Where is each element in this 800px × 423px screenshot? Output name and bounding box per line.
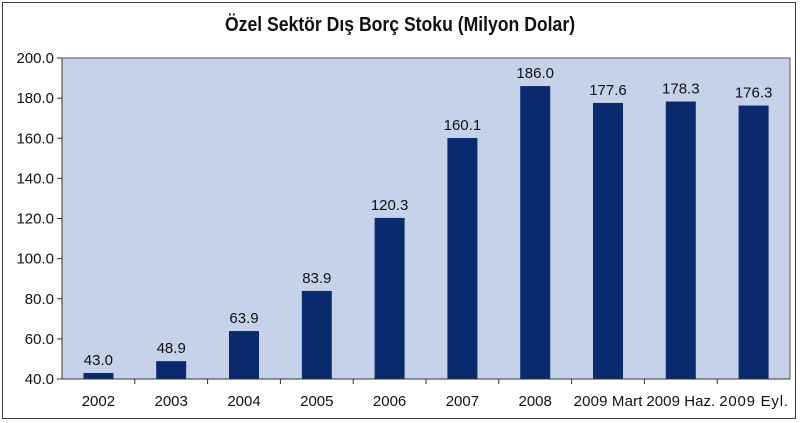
y-tick-label: 180.0 — [16, 90, 54, 107]
x-tick-label: 2009 Haz. — [646, 393, 715, 410]
x-tick-label: 2009 Eyl. — [719, 393, 788, 410]
data-label: 176.3 — [735, 85, 773, 102]
bar — [520, 86, 551, 380]
data-label: 63.9 — [229, 310, 258, 327]
bar — [229, 331, 259, 379]
chart-title: Özel Sektör Dış Borç Stoku (Milyon Dolar… — [224, 14, 576, 36]
bar — [593, 102, 623, 379]
y-tick-label: 200.0 — [16, 50, 54, 67]
x-tick-label: 2006 — [373, 393, 406, 410]
y-tick-label: 120.0 — [16, 211, 54, 228]
y-tick-label: 100.0 — [16, 251, 54, 268]
bar — [83, 372, 114, 379]
data-label: 83.9 — [302, 270, 331, 287]
y-tick-label: 40.0 — [25, 371, 54, 388]
y-tick-label: 80.0 — [25, 291, 54, 308]
data-label: 177.6 — [589, 82, 627, 99]
bar — [374, 217, 405, 379]
y-tick-label: 60.0 — [25, 331, 54, 348]
bar — [156, 361, 187, 379]
x-tick-label: 2008 — [519, 393, 552, 410]
y-tick-label: 140.0 — [16, 170, 54, 187]
x-tick-label: 2007 — [446, 393, 479, 410]
data-label: 186.0 — [516, 65, 554, 82]
data-label: 120.3 — [371, 197, 409, 214]
bar — [738, 105, 769, 379]
y-tick-label: 160.0 — [16, 130, 54, 147]
bar — [665, 101, 696, 380]
bar — [301, 290, 332, 379]
data-label: 48.9 — [157, 340, 186, 357]
x-tick-label: 2002 — [82, 393, 115, 410]
data-label: 160.1 — [444, 117, 482, 134]
x-tick-label: 2003 — [155, 393, 188, 410]
x-tick-label: 2004 — [227, 393, 260, 410]
x-tick-label: 2009 Mart — [574, 393, 644, 410]
x-tick-label: 2005 — [300, 393, 333, 410]
data-label: 43.0 — [84, 352, 113, 369]
bar — [447, 138, 478, 379]
data-label: 178.3 — [662, 81, 700, 98]
